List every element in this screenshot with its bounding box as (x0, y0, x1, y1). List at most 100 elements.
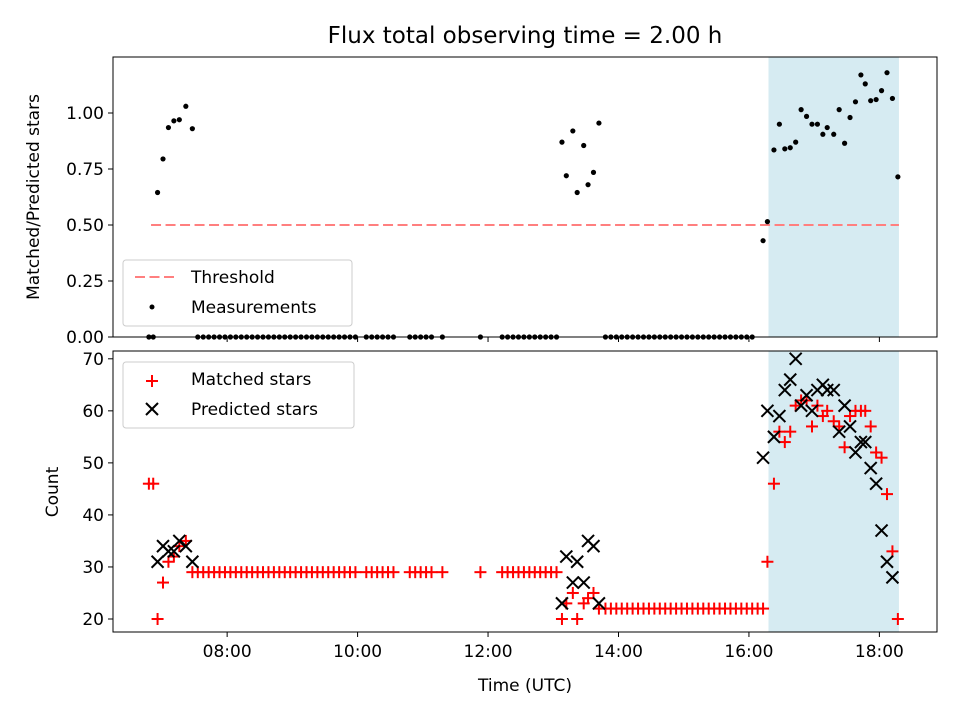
bottom-y-tick-label: 40 (82, 506, 104, 526)
measurement-point (814, 121, 821, 127)
bottom-axes-frame (112, 350, 938, 633)
top-legend: Threshold Measurements (122, 259, 353, 327)
measurement-point (820, 131, 826, 137)
predicted-star-point (863, 461, 878, 475)
matched-star-point (875, 451, 888, 464)
matched-star-point (789, 399, 802, 412)
x-tick-label: 10:00 (333, 642, 382, 662)
measurement-point (895, 174, 901, 180)
top-y-tick-label: 0.00 (66, 328, 104, 348)
measurement-point (776, 121, 782, 127)
bottom-legend: Matched stars Predicted stars (122, 361, 355, 429)
predicted-star-point (805, 404, 819, 418)
top-y-label: Matched/Predicted stars (24, 94, 44, 300)
legend-matched-label: Matched stars (191, 370, 311, 390)
matched-star-point (880, 488, 893, 501)
measurement-point (824, 124, 830, 131)
measurement-point (836, 107, 842, 113)
predicted-star-point (179, 539, 193, 553)
measurement-point (760, 238, 766, 244)
predicted-star-point (880, 555, 894, 569)
predicted-star-point (788, 352, 803, 366)
top-y-tick-label: 0.50 (66, 216, 104, 236)
bottom-y-tick-label: 70 (82, 350, 104, 370)
matched-star-point (387, 566, 400, 579)
measurement-point (889, 95, 896, 102)
measurement-point (793, 139, 799, 145)
figure-title: Flux total observing time = 2.00 h (328, 23, 723, 49)
legend-threshold-label: Threshold (190, 268, 275, 288)
measurement-point (803, 113, 810, 119)
matched-star-point (864, 420, 877, 433)
legend-measurements-swatch (149, 304, 155, 310)
predicted-star-point (167, 544, 181, 559)
predicted-star-point (783, 372, 797, 387)
matched-star-point (425, 566, 438, 579)
top-y-tick-label: 0.25 (66, 272, 104, 292)
bottom-y-axis: 20 30 40 50 60 70 (82, 350, 113, 630)
measurement-point (873, 96, 879, 103)
measurement-point (809, 121, 815, 127)
predicted-star-point (767, 430, 781, 444)
predicted-star-point (848, 445, 863, 460)
x-tick-label: 12:00 (464, 642, 513, 662)
predicted-star-point (799, 388, 814, 402)
matched-star-point (566, 586, 579, 599)
legend-predicted-swatch (145, 402, 159, 416)
predicted-star-point (161, 544, 176, 559)
measurement-point (176, 117, 182, 123)
predicted-star-point (885, 570, 900, 585)
measurement-point (798, 107, 804, 113)
x-axis-label: Time (UTC) (477, 676, 572, 696)
bottom-highlight-band (768, 351, 899, 632)
measurement-point (878, 88, 885, 94)
measurement-point (581, 142, 587, 149)
predicted-star-point (827, 383, 841, 397)
bottom-y-tick-label: 20 (82, 610, 104, 630)
measurement-point (160, 156, 166, 162)
matched-star-point (891, 612, 904, 625)
legend-measurements-label: Measurements (191, 298, 317, 318)
predicted-star-point (570, 555, 584, 569)
predicted-star-point (778, 383, 792, 397)
top-legend-box (122, 259, 353, 327)
measurement-point (852, 99, 859, 105)
matched-star-point (859, 404, 872, 417)
bottom-panel: 20 30 40 50 60 70 08:00 10:00 12:00 14:00 16:00 18… (43, 350, 938, 696)
measurement-point (858, 72, 864, 78)
predicted-star-point (559, 549, 574, 564)
top-y-tick-label: 1.00 (66, 104, 104, 124)
matched-star-point (147, 477, 160, 490)
matched-star-point (838, 441, 851, 454)
top-axes-frame (112, 56, 938, 338)
predicted-star-point (566, 575, 580, 590)
measurement-point (590, 169, 597, 175)
measurements-series (146, 70, 901, 340)
measurement-point (787, 145, 793, 151)
measurement-point (183, 103, 189, 109)
measurement-point (841, 140, 848, 146)
predicted-star-point (555, 596, 569, 611)
measurement-point (764, 219, 771, 225)
predicted-star-point (756, 450, 770, 465)
predicted-star-point (874, 523, 889, 538)
matched-star-point (821, 404, 834, 417)
predicted-star-point (869, 476, 883, 491)
top-y-tick-label: 0.75 (66, 160, 104, 180)
x-tick-label: 14:00 (594, 642, 643, 662)
measurement-point (563, 173, 569, 179)
matched-star-point (761, 555, 774, 568)
matched-star-point (550, 566, 563, 579)
measurement-point (574, 189, 580, 196)
matched-star-point (157, 576, 170, 589)
bottom-y-tick-label: 30 (82, 558, 104, 578)
predicted-star-point (576, 575, 591, 590)
measurement-point (585, 182, 591, 188)
predicted-star-point (837, 398, 852, 413)
matched-star-point (767, 477, 780, 490)
predicted-star-point (185, 555, 200, 569)
matched-star-point (582, 592, 595, 605)
bottom-y-tick-label: 60 (82, 402, 104, 422)
measurement-point (189, 126, 195, 132)
measurement-point (596, 120, 602, 126)
